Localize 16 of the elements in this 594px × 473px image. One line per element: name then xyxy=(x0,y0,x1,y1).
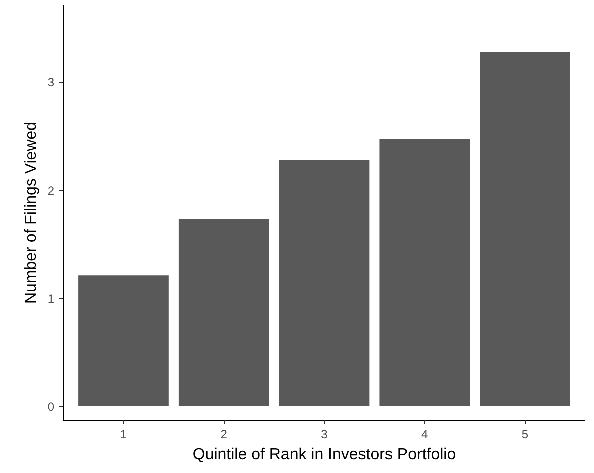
x-tick-label: 4 xyxy=(422,428,429,442)
y-axis-title: Number of Filings Viewed xyxy=(22,122,40,304)
bar xyxy=(380,140,470,406)
y-tick-label: 2 xyxy=(48,184,55,198)
x-tick-label: 5 xyxy=(522,428,529,442)
bar xyxy=(480,52,570,406)
x-axis-title: Quintile of Rank in Investors Portfolio xyxy=(192,446,456,464)
x-tick-label: 3 xyxy=(321,428,328,442)
bar xyxy=(178,219,270,406)
y-tick-label: 1 xyxy=(48,292,55,306)
y-tick-label: 0 xyxy=(48,400,55,414)
bar xyxy=(279,160,370,406)
y-tick-label: 3 xyxy=(48,76,55,90)
x-tick-label: 1 xyxy=(120,428,128,442)
bar xyxy=(78,276,169,406)
x-tick-label: 2 xyxy=(220,428,228,442)
